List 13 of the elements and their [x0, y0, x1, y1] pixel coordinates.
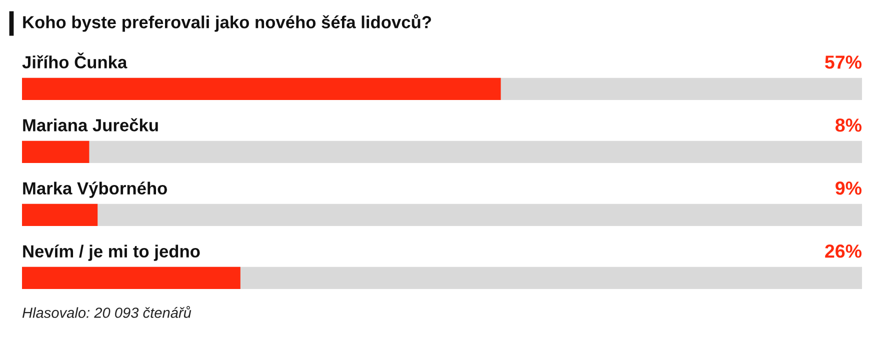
y-tick-label: Mariana Jurečku — [23, 118, 158, 132]
data-label: 26% — [825, 244, 862, 258]
data-label: 8% — [835, 118, 862, 132]
data-label: 9% — [836, 182, 862, 195]
y-tick-label: Jiřího Čunka — [22, 52, 128, 68]
data-label: 57% — [825, 56, 862, 69]
chart-title: Koho byste preferovali jako nového šéfa lidovců? — [23, 14, 432, 32]
y-tick-label: Nevím / je mi to jedno — [23, 244, 200, 261]
text: Hlasovalo: 20 093 čtenářů — [22, 306, 192, 318]
y-tick-label: Marka Výborného — [23, 182, 167, 198]
bar — [22, 266, 240, 289]
bar — [22, 204, 98, 226]
bar — [22, 140, 90, 163]
